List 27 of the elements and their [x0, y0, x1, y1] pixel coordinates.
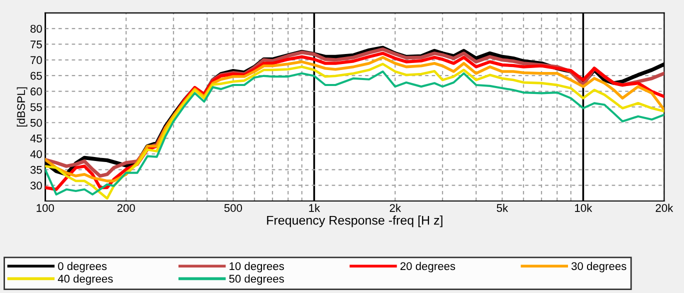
x-tick-label: 200 — [117, 204, 135, 212]
legend-label: 40 degrees — [58, 274, 113, 285]
x-axis-title: Frequency Response -freq [H z] — [267, 216, 442, 228]
x-tick-label: 100 — [36, 204, 54, 212]
y-tick-label: 35 — [30, 166, 42, 174]
legend-label: 20 degrees — [400, 262, 456, 272]
x-tick-label: 10k — [575, 204, 592, 212]
y-tick-label: 65 — [30, 72, 42, 80]
x-tick-label: 1k — [309, 204, 320, 212]
y-tick-label: 30 — [30, 182, 42, 190]
y-tick-label: 75 — [30, 40, 42, 48]
legend-label: 0 degrees — [58, 262, 107, 272]
x-tick-label: 5k — [496, 204, 508, 212]
legend-label: 50 degrees — [229, 274, 284, 285]
legend-label: 30 degrees — [571, 262, 626, 272]
legend-label: 10 degrees — [230, 262, 284, 272]
x-tick-label: 500 — [224, 204, 242, 212]
y-axis-title: [dBSPL] — [16, 87, 28, 127]
y-tick-label: 45 — [30, 134, 42, 142]
y-tick-label: 70 — [30, 56, 42, 64]
x-tick-label: 2k — [390, 204, 402, 212]
y-tick-label: 55 — [30, 103, 42, 112]
y-tick-label: 50 — [30, 118, 42, 127]
y-tick-label: 40 — [30, 150, 42, 158]
x-tick-label: 20k — [656, 204, 674, 212]
y-tick-label: 80 — [30, 24, 42, 33]
y-tick-label: 60 — [30, 88, 42, 96]
